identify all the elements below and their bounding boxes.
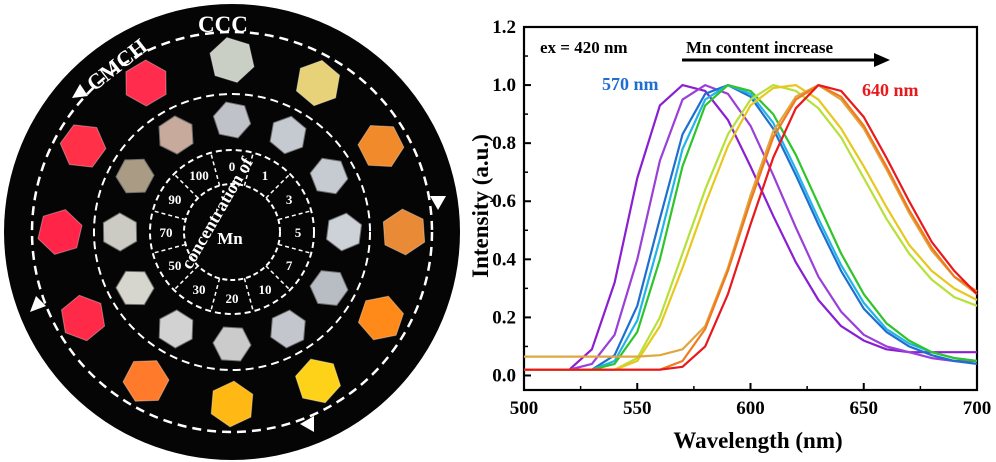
y-tick-label: 1.2: [492, 17, 516, 38]
peak-left-annotation: 570 nm: [602, 74, 659, 94]
arrow-heads: [30, 84, 446, 432]
inner-crystal: [115, 270, 155, 306]
inner-crystal: [212, 101, 252, 139]
inner-crystal: [115, 158, 155, 194]
mn-concentration-label: 30: [193, 282, 206, 297]
inner-crystal: [309, 157, 349, 195]
inner-crystal: [270, 309, 306, 349]
arrow-head-bottom: [300, 416, 314, 432]
outer-crystal: [60, 294, 106, 342]
label-ring-dividers: [152, 152, 312, 312]
series-line-7: [524, 84, 978, 371]
excitation-annotation: ex = 420 nm: [540, 38, 628, 57]
ccc-label: CCC: [198, 12, 248, 37]
inner-crystal: [269, 115, 307, 155]
mn-concentration-label: 3: [286, 192, 293, 207]
ring-divider: [265, 265, 291, 291]
outer-crystal: [210, 380, 254, 428]
outer-crystal-ring: [37, 37, 426, 428]
axis-ticks: 500 550 600 650 700 0.0 0.2 0.4 0.6 0.8 1.0 1.2: [492, 17, 991, 419]
mn-concentration-label: 1: [262, 168, 269, 183]
outer-crystal: [59, 124, 107, 168]
y-tick-label: 1.0: [492, 75, 516, 96]
ring-divider: [278, 210, 312, 221]
y-tick-label: 0.4: [492, 249, 516, 270]
y-tick-label: 0.2: [492, 307, 516, 328]
x-tick-label: 700: [963, 398, 992, 419]
mn-concentration-label: 90: [168, 192, 181, 207]
outer-dashed-ring: [30, 30, 434, 434]
x-tick-label: 650: [850, 398, 879, 419]
outer-crystal: [125, 59, 167, 107]
ring-divider: [243, 152, 254, 186]
y-tick-label: 0.8: [492, 133, 516, 154]
y-axis-label: Intensity (a.u.): [468, 134, 493, 278]
mn-concentration-labels: 0 1 3 5 7 10 20 30 50 70 90 100: [160, 159, 302, 306]
y-tick-label: 0.6: [492, 191, 516, 212]
peak-right-annotation: 640 nm: [862, 80, 919, 100]
mn-concentration-label: 100: [189, 168, 209, 183]
ring-divider: [243, 278, 254, 312]
center-label-mn: Mn: [217, 229, 243, 248]
outer-crystal: [357, 295, 405, 341]
x-tick-label: 550: [623, 398, 652, 419]
inner-crystal: [212, 326, 252, 362]
x-axis-label: Wavelength (nm): [673, 428, 842, 453]
emission-spectra-chart: 500 550 600 650 700 0.0 0.2 0.4 0.6 0.8 1.0 1.2 ex …: [468, 17, 991, 453]
inner-crystal: [325, 212, 363, 252]
series-line-5: [524, 84, 978, 371]
black-disk: [4, 4, 460, 460]
ring-divider: [152, 243, 186, 254]
series-line-2: [524, 84, 977, 371]
mn-concentration-label: 0: [229, 159, 236, 174]
mn-concentration-label: 20: [226, 291, 239, 306]
ring-divider: [173, 173, 199, 199]
inner-crystal: [158, 309, 194, 349]
outer-crystal: [294, 358, 342, 404]
mn-concentration-label: 5: [295, 225, 302, 240]
outer-crystal: [357, 124, 405, 168]
outer-crystal: [382, 208, 426, 256]
ring-divider: [278, 243, 312, 254]
outer-crystal: [295, 59, 341, 107]
inner-crystal: [158, 115, 194, 155]
mn-concentration-label: 10: [259, 282, 272, 297]
x-tick-label: 500: [510, 398, 539, 419]
arrow-head-left: [30, 296, 46, 312]
arrow-head-right: [430, 196, 446, 210]
label-ring-inner: [183, 183, 281, 281]
ring-divider: [152, 210, 186, 221]
outer-crystal: [122, 360, 170, 402]
x-tick-label: 600: [736, 398, 765, 419]
ring-divider: [265, 173, 291, 199]
inner-crystal: [309, 270, 349, 306]
outer-crystal: [209, 37, 255, 83]
ring-divider: [210, 152, 221, 186]
outer-crystal: [37, 209, 83, 255]
series-lines: [524, 84, 978, 371]
series-line-10: [524, 84, 978, 371]
trend-arrow-head: [874, 53, 890, 67]
inner-crystal: [102, 212, 138, 252]
ring-divider: [210, 278, 221, 312]
series-line-4: [524, 84, 978, 371]
mn-concentration-label: 7: [286, 258, 293, 273]
mn-concentration-label: 50: [168, 258, 181, 273]
trend-annotation: Mn content increase: [686, 38, 833, 57]
label-ring-outer: [149, 149, 315, 315]
mn-concentration-label: 70: [160, 225, 173, 240]
series-line-6: [524, 84, 978, 371]
series-line-9: [524, 84, 978, 371]
y-tick-label: 0.0: [492, 365, 516, 386]
arrow-head-top-left: [72, 84, 88, 98]
middle-dashed-ring: [93, 93, 371, 371]
series-line-3: [524, 84, 978, 371]
ring-divider: [173, 265, 199, 291]
inner-crystal-ring: [102, 101, 363, 362]
series-line-8: [524, 84, 978, 358]
